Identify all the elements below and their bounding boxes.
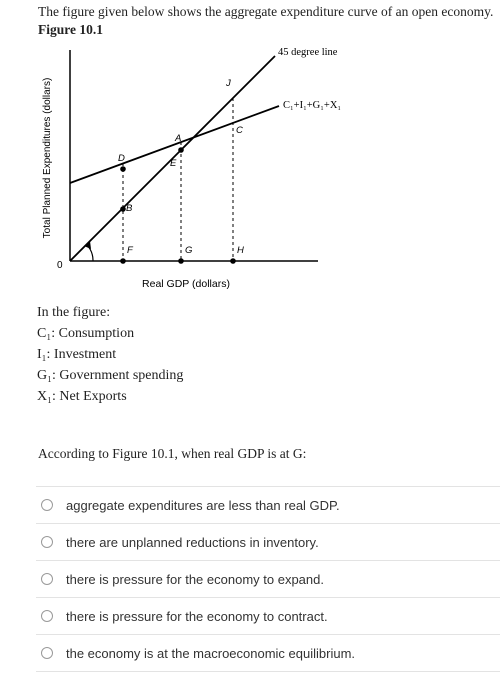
point-d (120, 166, 126, 172)
point-b (120, 206, 126, 212)
answer-option-1[interactable]: aggregate expenditures are less than rea… (36, 486, 500, 523)
definition-consumption: C₁: Consumption (37, 326, 135, 341)
point-label-c: C (236, 125, 243, 136)
point-h (230, 258, 236, 264)
point-g (178, 258, 184, 264)
point-label-j: J (225, 78, 231, 89)
definition-investment: I₁: Investment (37, 347, 117, 362)
answer-option-label: aggregate expenditures are less than rea… (66, 497, 340, 513)
answer-option-4[interactable]: there is pressure for the economy to con… (36, 597, 500, 634)
radio-button[interactable] (41, 499, 53, 511)
point-label-f: F (127, 245, 134, 256)
answer-option-label: there are unplanned reductions in invent… (66, 534, 319, 550)
x-axis-label: Real GDP (dollars) (142, 278, 230, 290)
radio-button[interactable] (41, 647, 53, 659)
intro-text: The figure given below shows the aggrega… (38, 4, 494, 19)
aggregate-expenditure-line (69, 105, 280, 184)
answer-option-2[interactable]: there are unplanned reductions in invent… (36, 523, 500, 560)
definitions-heading: In the figure: (37, 305, 111, 320)
radio-button[interactable] (41, 610, 53, 622)
answer-option-3[interactable]: there is pressure for the economy to exp… (36, 560, 500, 597)
answer-option-label: there is pressure for the economy to exp… (66, 571, 324, 587)
answer-option-label: the economy is at the macroeconomic equi… (66, 645, 356, 661)
figure-label: Figure 10.1 (38, 22, 103, 37)
angle-arrow-icon (84, 241, 91, 249)
point-f (120, 258, 126, 264)
origin-label: 0 (57, 260, 63, 271)
definition-net-exports: X₁: Net Exports (37, 389, 127, 404)
intro: The figure given below shows the aggrega… (38, 3, 498, 39)
aggregate-expenditure-graph: 0 Total Planned Expenditures (dollars) R… (42, 47, 341, 290)
point-label-b: B (126, 203, 133, 214)
question-text: According to Figure 10.1, when real GDP … (38, 446, 307, 461)
definitions: In the figure: C₁: Consumption I₁: Inves… (37, 302, 183, 407)
radio-button[interactable] (41, 573, 53, 585)
radio-button[interactable] (41, 536, 53, 548)
point-label-h: H (237, 245, 244, 256)
point-label-a: A (174, 133, 181, 144)
point-a (178, 147, 184, 153)
answer-options: aggregate expenditures are less than rea… (36, 486, 500, 672)
point-label-d: D (118, 153, 125, 164)
point-label-e: E (170, 158, 177, 169)
y-axis-label: Total Planned Expenditures (dollars) (42, 78, 53, 239)
answer-option-label: there is pressure for the economy to con… (66, 608, 328, 624)
line-45-degree (69, 55, 276, 262)
point-label-g: G (185, 245, 192, 256)
line-45-label: 45 degree line (278, 47, 338, 58)
answer-option-5[interactable]: the economy is at the macroeconomic equi… (36, 634, 500, 672)
ae-line-label: C₁+I₁+G₁+X₁ (283, 100, 341, 111)
definition-government: G₁: Government spending (37, 368, 184, 383)
